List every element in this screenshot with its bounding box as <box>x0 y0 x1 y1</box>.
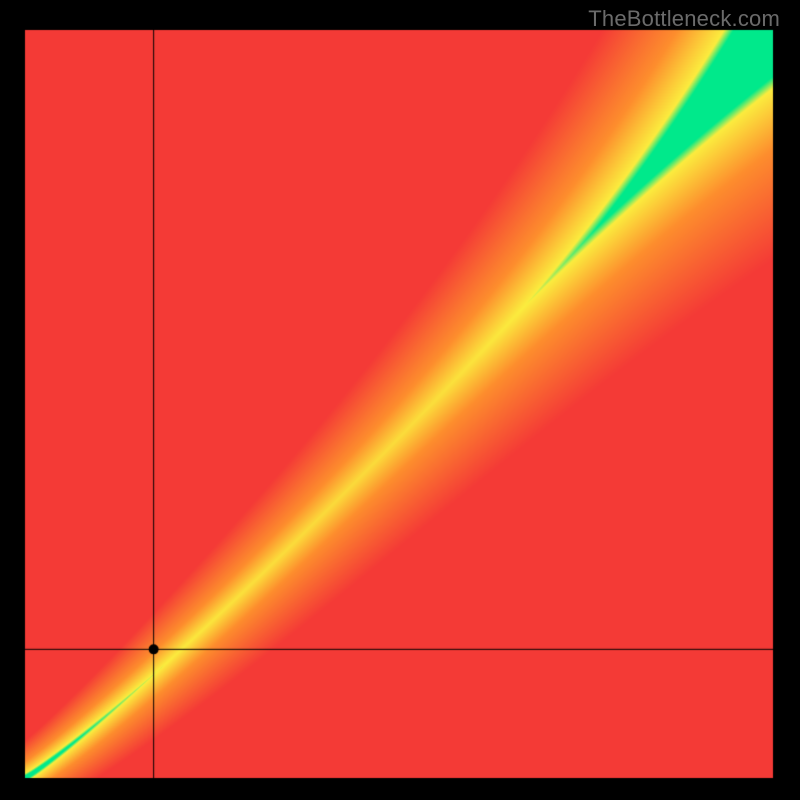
bottleneck-heatmap <box>0 0 800 800</box>
watermark-text: TheBottleneck.com <box>588 6 780 32</box>
chart-container: TheBottleneck.com <box>0 0 800 800</box>
